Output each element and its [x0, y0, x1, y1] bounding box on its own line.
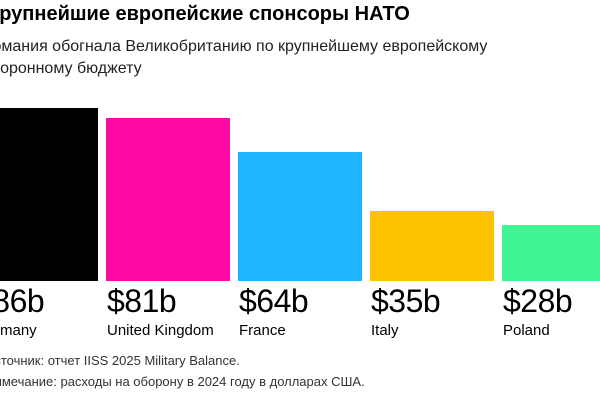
footnote: Примечание: расходы на оборону в 2024 го… — [0, 374, 365, 389]
bar-germany — [0, 108, 98, 281]
value-label: $28b — [503, 283, 573, 319]
category-label: Italy — [371, 322, 399, 339]
category-label: United Kingdom — [107, 322, 214, 339]
category-label: France — [239, 322, 286, 339]
bar-italy — [370, 210, 494, 281]
bar-france — [238, 152, 362, 281]
source-note: Источник: отчет IISS 2025 Military Balan… — [0, 353, 240, 368]
value-label: $35b — [371, 283, 441, 319]
chart-subtitle: Германия обогнала Великобританию по круп… — [0, 38, 488, 55]
category-label: Poland — [503, 322, 550, 339]
value-label: $81b — [107, 283, 177, 319]
chart-subtitle-line2: оборонному бюджету — [0, 60, 142, 77]
category-label: Germany — [0, 322, 37, 339]
bar-poland — [502, 224, 600, 281]
value-label: $64b — [239, 283, 309, 319]
chart-title: Крупнейшие европейские спонсоры НАТО — [0, 3, 410, 25]
value-label: $86b — [0, 283, 45, 319]
bar-united-kingdom — [106, 118, 230, 281]
